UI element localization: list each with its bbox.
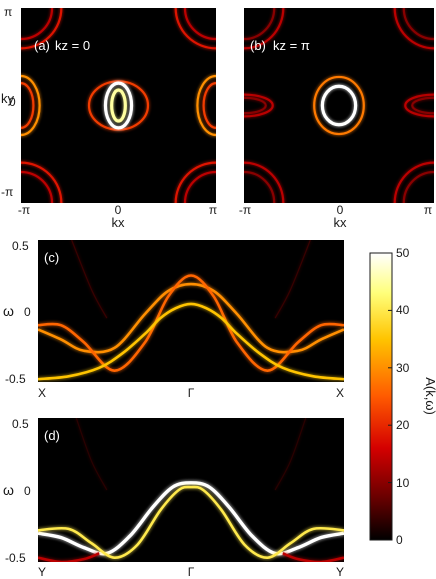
panel-c-xtick-right: X [336, 386, 344, 400]
panel-d-band-5 [274, 418, 307, 491]
panel-c-xtick-mid: Γ [188, 386, 195, 400]
panel-a-ylabel: ky [1, 91, 15, 106]
panel-b-xlabel: kx [334, 215, 348, 230]
panel-a-contour-3-2 [174, 161, 216, 203]
panel-a-contour-3-0 [174, 8, 216, 50]
panel-d-xtick-mid: Γ [188, 565, 195, 579]
panel-a-contour-3-3 [21, 161, 63, 203]
panel-d-ylabel: ω [3, 482, 14, 498]
panel-a-contour-5-0 [196, 74, 216, 137]
panel-d-xtick-right: Y [336, 565, 344, 579]
panel-d-plot-area [38, 418, 344, 562]
panel-c: (c) 0.5 0 -0.5 ω X Γ X [3, 239, 344, 400]
panel-d-xtick-left: Y [38, 565, 46, 579]
colorbar: 50 40 30 20 10 0 A(k,ω) [369, 246, 436, 547]
panel-c-band-3 [71, 240, 108, 319]
panel-b-xtick-right: π [424, 203, 432, 217]
panel-b-contour-1-0 [320, 84, 358, 127]
panel-d-band-3 [282, 552, 344, 562]
panel-b-contour-3-0 [402, 8, 434, 41]
panel-d-ytick-mid: 0 [24, 484, 31, 498]
panel-b-xtick-mid: 0 [337, 203, 344, 217]
panel-c-marks [38, 240, 344, 382]
panel-b-contour-3-1 [244, 8, 276, 41]
panel-b-contour-0-0 [313, 75, 365, 136]
panel-b-contour-4-1 [244, 93, 274, 118]
panel-a-ytick-top: π [4, 5, 12, 19]
panel-a: (a) kz = 0 π 0 -π ky -π 0 π kx [1, 5, 217, 230]
colorbar-tick-40: 40 [396, 303, 410, 317]
panel-b-contour-2-0 [393, 8, 434, 50]
panel-b: (b) kz = π -π 0 π kx [239, 8, 434, 230]
panel-c-plot-area [38, 240, 344, 382]
panel-c-ytick-top: 0.5 [12, 239, 29, 253]
panel-c-band-2 [38, 302, 344, 381]
panel-b-label: (b) [250, 38, 266, 53]
panel-c-ylabel: ω [3, 303, 14, 319]
panel-d-marks [38, 418, 344, 562]
panel-b-contour-4-0 [404, 93, 434, 118]
panel-a-label: (a) [34, 38, 50, 53]
panel-a-condition: kz = 0 [55, 38, 90, 53]
panel-a-xlabel: kx [112, 215, 126, 230]
panel-a-contour-5-1 [21, 74, 41, 137]
panel-d-ytick-top: 0.5 [12, 417, 29, 431]
colorbar-ticks [388, 252, 392, 541]
panel-d-band-0 [38, 481, 344, 556]
panel-a-marks [21, 8, 216, 203]
panel-b-condition: kz = π [273, 38, 310, 53]
panel-a-xtick-right: π [209, 203, 217, 217]
panel-c-ytick-bottom: -0.5 [5, 372, 26, 386]
panel-a-plot-area [21, 8, 216, 203]
panel-d-band-1 [38, 485, 344, 559]
panel-c-xtick-left: X [38, 386, 46, 400]
panel-b-plot-area [244, 8, 434, 203]
panel-b-contour-3-3 [244, 170, 276, 203]
colorbar-tick-30: 30 [396, 361, 410, 375]
panel-a-ytick-mid: 0 [9, 95, 16, 109]
panel-a-xtick-mid: 0 [115, 203, 122, 217]
colorbar-tick-20: 20 [396, 418, 410, 432]
panel-c-ytick-mid: 0 [24, 305, 31, 319]
panel-b-contour-5-1 [244, 96, 267, 115]
panel-a-contour-6-1 [21, 82, 35, 129]
panel-d-ytick-bottom: -0.5 [5, 551, 26, 565]
panel-a-ytick-bottom: -π [1, 185, 13, 199]
panel-c-band-1 [38, 274, 344, 372]
colorbar-tick-50: 50 [396, 246, 410, 260]
panel-b-contour-5-0 [411, 96, 434, 115]
panel-d-band-4 [75, 418, 108, 491]
panel-d-band-2 [38, 552, 100, 562]
panel-a-contour-1-0 [103, 81, 134, 130]
panel-c-band-0 [38, 282, 344, 354]
panel-b-contour-2-3 [244, 161, 285, 203]
panel-d: (d) 0.5 0 -0.5 ω Y Γ Y [3, 417, 344, 579]
panel-c-label: (c) [44, 250, 59, 265]
panel-b-contour-2-2 [393, 161, 434, 203]
panel-b-marks [244, 8, 434, 203]
panel-a-contour-2-0 [110, 88, 127, 123]
colorbar-tick-0: 0 [396, 533, 403, 547]
colorbar-tick-10: 10 [396, 476, 410, 490]
colorbar-label: A(k,ω) [423, 377, 436, 415]
colorbar-gradient [369, 252, 393, 541]
panel-a-xtick-left: -π [18, 203, 30, 217]
panel-b-contour-3-2 [402, 170, 434, 203]
panel-a-contour-6-0 [202, 82, 216, 129]
panel-d-label: (d) [44, 428, 60, 443]
panel-b-xtick-left: -π [239, 203, 251, 217]
panel-c-band-4 [274, 240, 311, 319]
